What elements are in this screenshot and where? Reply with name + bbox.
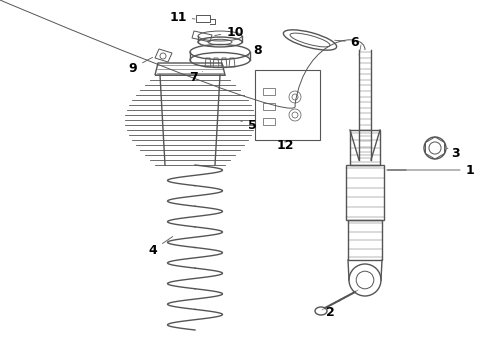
Text: 1: 1 <box>388 163 474 176</box>
Text: 2: 2 <box>326 300 340 319</box>
Text: 8: 8 <box>248 44 262 57</box>
Text: 3: 3 <box>447 147 459 159</box>
Text: 7: 7 <box>189 71 202 84</box>
Text: 5: 5 <box>241 118 256 131</box>
Text: 10: 10 <box>215 26 244 39</box>
Text: 9: 9 <box>129 57 152 75</box>
Text: 4: 4 <box>148 237 172 256</box>
Text: 6: 6 <box>335 36 359 49</box>
Text: 12: 12 <box>276 139 294 152</box>
Text: 11: 11 <box>169 10 195 23</box>
